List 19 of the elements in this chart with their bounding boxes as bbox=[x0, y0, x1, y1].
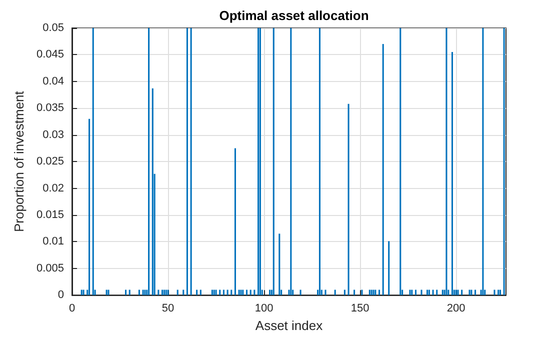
y-tick-label: 0.045 bbox=[36, 48, 64, 61]
y-tick-label: 0.005 bbox=[36, 262, 64, 274]
chart-title: Optimal asset allocation bbox=[219, 8, 369, 23]
y-tick-label: 0 bbox=[58, 289, 64, 302]
x-tick-label: 50 bbox=[162, 302, 174, 315]
y-tick-label: 0.02 bbox=[42, 182, 64, 194]
x-tick-label: 0 bbox=[68, 302, 76, 315]
x-tick-label: 100 bbox=[254, 302, 274, 315]
y-tick-label: 0.01 bbox=[42, 236, 64, 248]
y-tick-label: 0.05 bbox=[42, 22, 64, 34]
x-axis-title: Asset index bbox=[255, 318, 324, 333]
y-tick-label: 0.035 bbox=[36, 102, 64, 114]
y-tick-label: 0.025 bbox=[36, 156, 64, 168]
x-tick-label: 150 bbox=[350, 302, 370, 315]
y-tick-label: 0.015 bbox=[36, 208, 64, 221]
y-axis-title: Proportion of investment bbox=[12, 90, 27, 232]
y-tick-label: 0.04 bbox=[42, 75, 64, 88]
y-tick-label: 0.03 bbox=[42, 128, 64, 141]
x-tick-label: 200 bbox=[446, 302, 466, 315]
